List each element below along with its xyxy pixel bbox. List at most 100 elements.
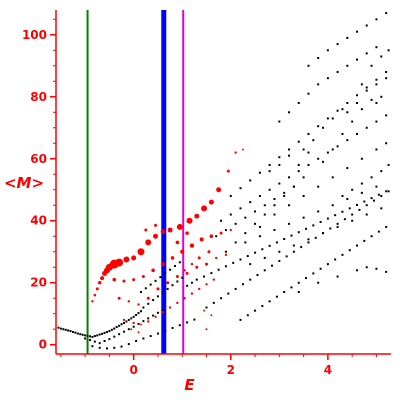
data-point: [123, 256, 130, 263]
data-point: [346, 111, 349, 114]
data-point: [373, 199, 376, 202]
data-point: [385, 12, 388, 15]
data-point: [144, 228, 148, 232]
data-point: [377, 193, 380, 196]
data-point: [346, 64, 349, 67]
data-point: [254, 210, 257, 213]
data-point: [314, 236, 317, 239]
data-point: [69, 330, 72, 333]
data-point: [239, 318, 242, 321]
data-point: [271, 264, 274, 267]
data-point: [375, 148, 378, 151]
data-point: [261, 304, 264, 307]
data-point: [285, 255, 288, 258]
data-point: [108, 330, 111, 333]
data-point: [147, 320, 150, 323]
data-point: [164, 272, 167, 275]
data-point: [278, 182, 281, 185]
data-point: [283, 191, 286, 194]
data-point: [88, 339, 91, 342]
data-point: [108, 338, 111, 341]
data-point: [203, 275, 206, 278]
data-point: [118, 324, 121, 327]
data-point: [273, 198, 276, 201]
data-point: [305, 277, 308, 280]
data-point: [195, 278, 198, 281]
data-point: [292, 250, 295, 253]
data-point: [98, 342, 101, 345]
data-point: [95, 287, 99, 291]
data-point: [239, 187, 242, 190]
data-point: [166, 281, 170, 285]
data-point: [97, 281, 102, 285]
data-point: [220, 219, 223, 222]
data-point: [375, 101, 378, 104]
data-point: [292, 244, 295, 247]
data-point: [377, 230, 380, 233]
data-point: [331, 176, 334, 179]
data-point: [183, 297, 186, 300]
data-point: [176, 301, 179, 305]
data-point: [278, 250, 281, 253]
data-point: [365, 266, 368, 269]
data-point: [169, 268, 172, 271]
data-point: [365, 213, 368, 216]
data-point: [190, 292, 194, 295]
data-point: [273, 213, 276, 216]
data-point: [317, 157, 320, 160]
data-point: [317, 281, 320, 284]
data-point: [380, 55, 383, 58]
data-point: [356, 30, 359, 33]
data-point: [142, 320, 145, 323]
data-point: [246, 255, 249, 258]
data-point: [288, 154, 291, 157]
data-point: [326, 151, 329, 154]
data-point: [137, 303, 140, 306]
data-point: [283, 238, 286, 241]
data-points: [57, 12, 390, 350]
data-point: [139, 323, 142, 326]
data-point: [290, 234, 293, 237]
data-point: [176, 223, 183, 230]
data-point: [137, 248, 145, 256]
data-point: [254, 222, 257, 225]
data-point: [288, 176, 291, 179]
data-point: [91, 345, 94, 348]
data-point: [356, 101, 359, 104]
data-point: [370, 235, 373, 238]
data-point: [76, 332, 79, 335]
data-point: [173, 264, 176, 267]
data-point: [275, 295, 278, 298]
data-point: [292, 185, 295, 188]
data-point: [375, 78, 378, 81]
data-point: [254, 309, 257, 312]
data-point: [91, 300, 94, 303]
data-point: [74, 331, 77, 334]
data-point: [331, 117, 334, 120]
data-point: [226, 169, 230, 173]
data-point: [300, 246, 303, 249]
data-point: [180, 249, 185, 254]
data-point: [146, 296, 150, 300]
data-point: [356, 58, 359, 61]
data-point: [263, 213, 266, 216]
data-point: [288, 111, 291, 114]
data-point: [130, 328, 133, 331]
data-point: [234, 151, 237, 154]
data-point: [234, 222, 237, 225]
data-point: [220, 297, 223, 300]
data-point: [241, 148, 244, 151]
data-point: [346, 101, 349, 104]
data-point: [120, 345, 123, 348]
data-point: [375, 120, 378, 123]
data-point: [149, 283, 152, 286]
data-point: [387, 163, 390, 166]
data-point: [319, 220, 322, 223]
data-point: [156, 332, 159, 335]
y-axis-label: <M>: [4, 174, 44, 192]
data-point: [93, 340, 96, 343]
data-point: [305, 227, 308, 230]
data-point: [62, 328, 65, 331]
data-point: [329, 227, 332, 230]
